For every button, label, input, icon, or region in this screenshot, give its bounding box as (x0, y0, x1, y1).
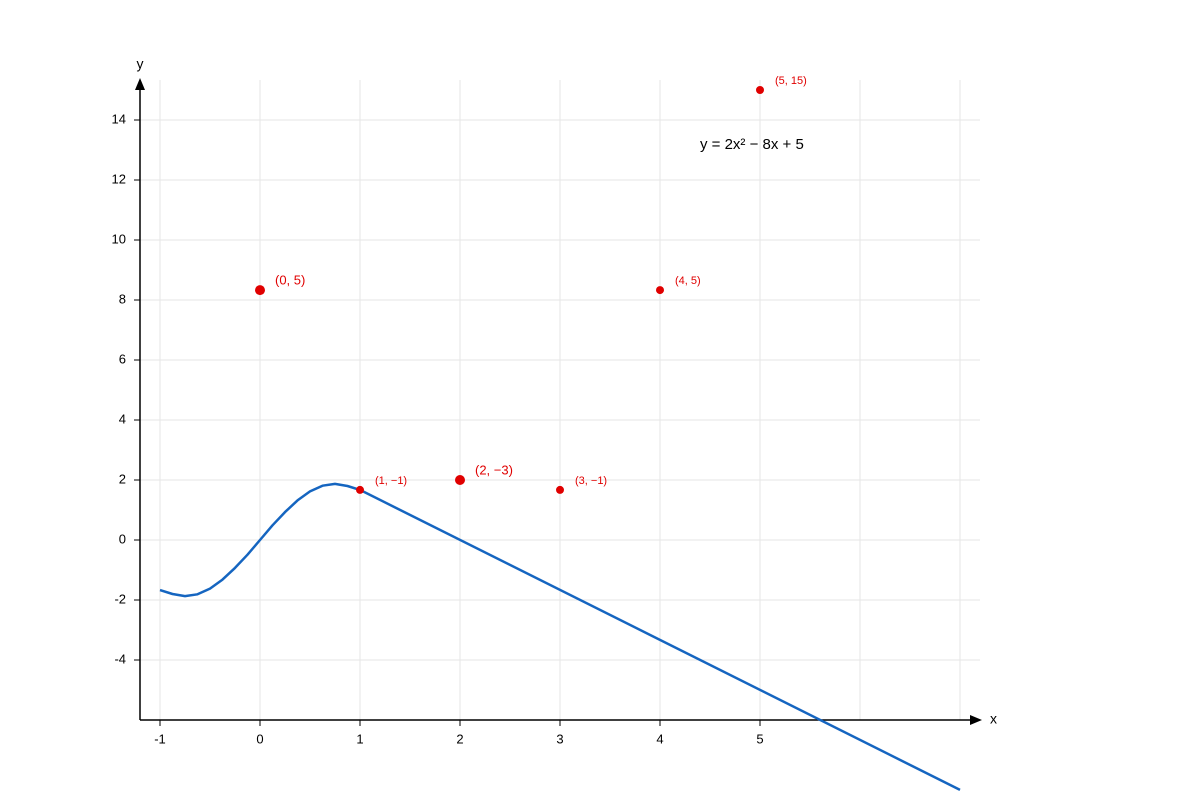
y-axis-arrow (135, 78, 145, 90)
y-axis-label: y (137, 56, 144, 72)
point-label: (1, −1) (375, 475, 407, 487)
y-tick-label: 4 (119, 411, 126, 426)
y-tick-label: 14 (112, 111, 126, 126)
y-tick-label: 2 (119, 471, 126, 486)
point-label: (4, 5) (675, 275, 701, 287)
x-tick-label: 1 (356, 731, 363, 746)
data-point (556, 485, 564, 494)
curve (159, 482, 961, 792)
x-axis-label: x (990, 711, 997, 727)
y-tick-label: 10 (112, 231, 126, 246)
x-tick-label: 0 (256, 731, 263, 746)
y-tick-label: 8 (119, 291, 126, 306)
data-point (455, 475, 465, 485)
y-tick-label: -2 (114, 591, 126, 606)
x-tick-label: 2 (456, 731, 463, 746)
point-label: (3, −1) (575, 475, 607, 487)
y-tick-label: 6 (119, 351, 126, 366)
y-tick-label: 12 (112, 171, 126, 186)
equation-annotation: y = 2x² − 8x + 5 (700, 136, 804, 153)
point-label: (2, −3) (475, 462, 513, 477)
y-tick-label: -4 (114, 651, 126, 666)
x-tick-label: -1 (154, 731, 166, 746)
data-point (255, 285, 265, 296)
x-tick-label: 5 (756, 731, 763, 746)
x-axis-arrow (970, 715, 982, 725)
y-tick-label: 0 (119, 531, 126, 546)
point-label: (0, 5) (275, 273, 305, 288)
data-point (656, 286, 664, 295)
point-label: (5, 15) (775, 75, 807, 87)
x-tick-label: 3 (556, 731, 563, 746)
data-point (756, 86, 764, 94)
data-point (356, 485, 364, 494)
x-tick-label: 4 (656, 731, 663, 746)
